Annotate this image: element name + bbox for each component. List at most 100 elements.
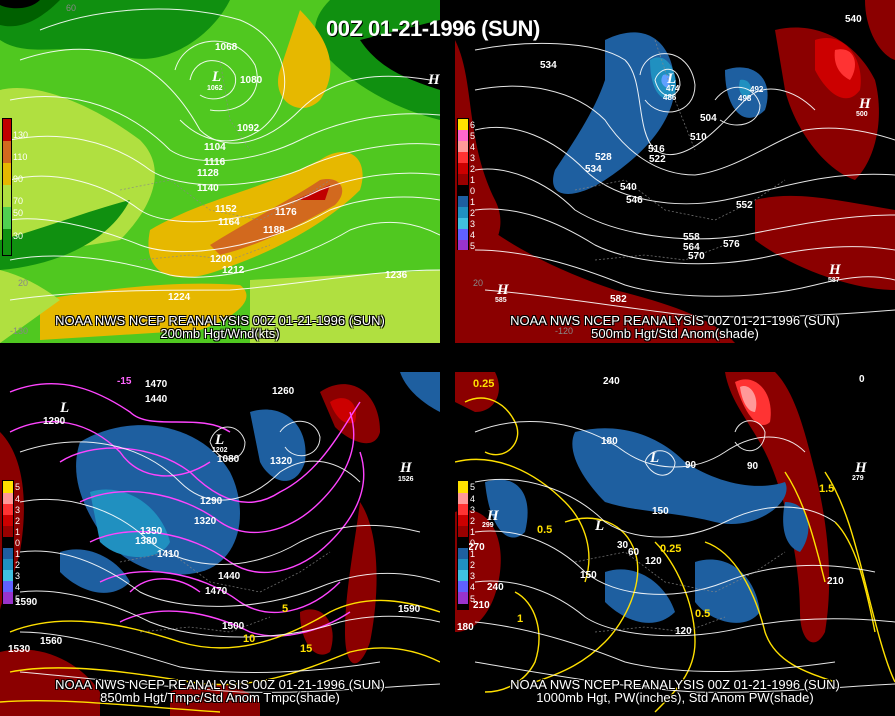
label-200-9: 1164 (218, 217, 240, 228)
legend-500-4: 2 (470, 164, 475, 174)
label-200-3: 1092 (237, 123, 260, 134)
caption-200-line2: 200mb Hgt/Wnd(kts) (160, 326, 280, 341)
map-850mb: 1470 1440 1290 1260 1290 1320 1350 1380 … (0, 372, 440, 716)
label-1000-13: 180 (457, 622, 474, 633)
label-1000-10: 270 (468, 542, 485, 553)
legend-1000-10: 5 (470, 594, 475, 604)
legend-850-4: 1 (15, 527, 20, 537)
label-500-7: 516 (648, 144, 665, 155)
label-850-16: 1590 (15, 597, 38, 608)
pw-label-1000-6: 1.5 (819, 483, 834, 495)
high-marker-500: H (858, 96, 872, 112)
label-200-7: 1140 (197, 183, 219, 194)
high-marker-200: H (427, 72, 440, 88)
pw-label-1000-4: 0.25 (660, 543, 681, 555)
legend-850mb: 5 4 3 2 1 0 1 2 3 4 5 (2, 480, 20, 610)
legend-850-2: 3 (15, 505, 20, 515)
label-500-23: 500 (856, 111, 868, 118)
label-500-17: 576 (723, 239, 740, 250)
legend-500-8: 2 (470, 208, 475, 218)
legend-500-7: 1 (470, 197, 475, 207)
main-title: 00Z 01-21-1996 (SUN) (326, 16, 540, 41)
lon-label-200: -130 (10, 326, 28, 336)
label-850-8: 1380 (135, 536, 158, 547)
caption-500-line1: NOAA NWS NCEP REANALYSIS 00Z 01-21-1996 … (510, 313, 840, 328)
legend-1000-8: 3 (470, 571, 475, 581)
legend-500-0: 6 (470, 120, 475, 130)
label-200-12: 1200 (210, 254, 233, 265)
label-500-14: 558 (683, 232, 700, 243)
label-1000-3: 180 (601, 436, 618, 447)
low-marker-1000: L (649, 450, 659, 466)
caption-500-line2: 500mb Hgt/Std Anom(shade) (591, 326, 759, 341)
label-1000-18: 299 (482, 522, 494, 529)
lat-label-500: 20 (473, 278, 483, 288)
temp-label-850-5: 5 (282, 603, 288, 615)
label-500-16: 570 (688, 251, 705, 262)
pw-label-1000-2: 0.5 (537, 524, 552, 536)
label-500-21: 540 (845, 14, 862, 25)
legend-200-130: 130 (13, 130, 28, 140)
panel-500mb: 534 474 486 498 504 510 516 522 528 534 … (455, 0, 895, 343)
label-850-17: 1526 (398, 476, 414, 483)
label-850-2: 1440 (145, 394, 168, 405)
legend-1000-9: 4 (470, 582, 475, 592)
label-500-1: 534 (540, 60, 557, 71)
panel-200mb: 1068 1080 1092 1104 1116 1128 1140 1152 … (0, 0, 440, 343)
label-200-1: 1068 (215, 42, 238, 53)
label-850-6: 1320 (194, 516, 217, 527)
legend-200-70: 70 (13, 196, 23, 206)
label-1000-15: 120 (675, 626, 692, 637)
caption-850-line2: 850mb Hgt/Tmpc/Std Anom Tmpc(shade) (100, 690, 340, 705)
low-marker-850-b: L (214, 432, 224, 448)
label-500-22: 492 (750, 85, 764, 94)
label-200-5: 1116 (204, 157, 226, 168)
label-1000-17: 279 (852, 475, 864, 482)
high-marker-850: H (399, 460, 413, 476)
label-500-8: 522 (649, 154, 666, 165)
label-500-10: 534 (585, 164, 602, 175)
label-500-11: 540 (620, 182, 637, 193)
legend-850-9: 4 (15, 582, 20, 592)
label-200-16: 1062 (207, 85, 223, 92)
temp-label-850-1: -15 (117, 376, 132, 387)
legend-500-3: 3 (470, 153, 475, 163)
legend-200mb: 130 110 90 70 50 30 (2, 118, 28, 256)
label-500-5: 504 (700, 113, 717, 124)
high-marker-500-c: H (828, 262, 842, 278)
high-marker-1000: H (486, 508, 500, 524)
label-200-13: 1212 (222, 265, 245, 276)
label-850-11: 1470 (205, 586, 228, 597)
legend-200-90: 90 (13, 174, 23, 184)
label-850-18: 1202 (212, 447, 228, 454)
temp-label-850-7: 15 (300, 643, 312, 655)
label-500-9: 528 (595, 152, 612, 163)
legend-1000-1: 4 (470, 494, 475, 504)
panel-1000mb: 240 210 180 150 120 90 60 30 0 270 240 2… (455, 372, 895, 716)
label-850-10: 1440 (218, 571, 241, 582)
legend-1000-4: 1 (470, 527, 475, 537)
legend-200-50: 50 (13, 208, 23, 218)
legend-850-10: 5 (15, 594, 20, 604)
legend-1000-2: 3 (470, 505, 475, 515)
pw-label-1000-3: 1 (517, 613, 523, 625)
label-500-2: 474 (666, 84, 680, 93)
caption-1000-line1: NOAA NWS NCEP REANALYSIS 00Z 01-21-1996 … (510, 677, 840, 692)
low-marker-850: L (59, 400, 69, 416)
label-1000-16: 90 (747, 461, 759, 472)
legend-500-9: 3 (470, 219, 475, 229)
label-500-12: 546 (626, 195, 643, 206)
label-200-2: 1080 (240, 75, 263, 86)
legend-500-1: 5 (470, 131, 475, 141)
legend-850-0: 5 (15, 482, 20, 492)
label-1000-5: 120 (645, 556, 662, 567)
label-1000-8: 30 (617, 540, 629, 551)
legend-500-5: 1 (470, 175, 475, 185)
legend-200-30: 30 (13, 231, 23, 241)
label-850-5: 1290 (200, 496, 223, 507)
map-200mb: 1068 1080 1092 1104 1116 1128 1140 1152 … (0, 0, 440, 343)
label-850-1: 1470 (145, 379, 168, 390)
label-200-11: 1188 (263, 225, 285, 236)
label-1000-7: 60 (628, 547, 640, 558)
legend-500-10: 4 (470, 230, 475, 240)
